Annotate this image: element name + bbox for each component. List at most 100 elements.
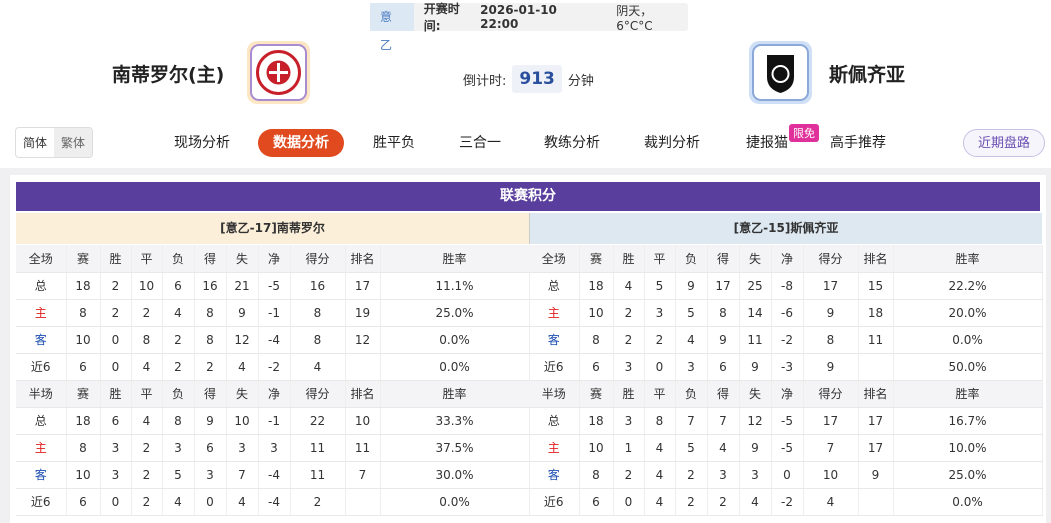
cell: 18 xyxy=(66,272,101,300)
cell: 2 xyxy=(131,299,163,327)
cell: 10 xyxy=(66,461,101,489)
cell: 2 xyxy=(131,434,163,462)
cell: 主 xyxy=(16,434,67,462)
cell: 25.0% xyxy=(380,299,530,327)
cell: 8 xyxy=(66,434,101,462)
tab[interactable]: 高手推荐 xyxy=(830,135,886,151)
cell: 7 xyxy=(226,461,259,489)
cell: -4 xyxy=(258,326,291,354)
league[interactable]: 意乙 xyxy=(370,3,414,52)
cell: 4 xyxy=(162,299,195,327)
data-row: 总 18 4 5 9 17 25 -8 17 15 22.2% xyxy=(529,272,1043,300)
cell: 10 xyxy=(803,461,859,489)
cell: 8 xyxy=(803,326,859,354)
countdown-label: 倒计时: xyxy=(463,73,507,89)
cell: 6 xyxy=(707,353,740,381)
cell: 4 xyxy=(226,353,259,381)
cell: 客 xyxy=(16,461,67,489)
cell: -1 xyxy=(258,299,291,327)
header-cell: 赛 xyxy=(66,245,101,273)
data-row: 主 10 1 4 5 4 9 -5 7 17 10.0% xyxy=(529,434,1043,462)
header-cell: 得 xyxy=(194,245,227,273)
header-cell: 排名 xyxy=(345,245,381,273)
tab[interactable]: 捷报猫 xyxy=(746,135,788,151)
data-row: 客 10 0 8 2 8 12 -4 8 12 0.0% xyxy=(16,326,530,354)
cell: 16 xyxy=(194,272,227,300)
cell xyxy=(345,488,381,516)
cell: 9 xyxy=(803,299,859,327)
cell: 0.0% xyxy=(380,326,530,354)
cell: 1 xyxy=(613,434,645,462)
cell: 11 xyxy=(739,326,772,354)
header-cell: 平 xyxy=(644,245,676,273)
cell: 2 xyxy=(100,272,132,300)
language[interactable]: 简体 xyxy=(23,136,48,150)
data-row: 近6 6 3 0 3 6 9 -3 9 50.0% xyxy=(529,353,1043,381)
cell: 4 xyxy=(739,488,772,516)
header-cell: 负 xyxy=(675,380,708,408)
recent-odds-button[interactable]: 近期盘路 xyxy=(963,129,1045,157)
cell: 22 xyxy=(290,407,346,435)
cell: 客 xyxy=(529,461,580,489)
cell: 2 xyxy=(162,353,195,381)
cell: 18 xyxy=(858,299,894,327)
data-row: 主 10 2 3 5 8 14 -6 9 18 20.0% xyxy=(529,299,1043,327)
tab[interactable]: 数据分析 xyxy=(258,129,344,157)
cell: 10 xyxy=(579,434,614,462)
cell: 5 xyxy=(162,461,195,489)
cell: 14 xyxy=(739,299,772,327)
cell: -8 xyxy=(771,272,804,300)
tab[interactable]: 教练分析 xyxy=(544,135,600,151)
home-title: [意乙-17]南蒂罗尔 xyxy=(16,213,529,244)
away-logo xyxy=(749,41,812,104)
countdown: 倒计时: 913 分钟 xyxy=(463,65,594,93)
away-team[interactable]: 斯佩齐亚 xyxy=(829,64,906,86)
header-cell: 赛 xyxy=(579,380,614,408)
tab[interactable]: 胜平负 xyxy=(373,135,415,151)
cell: 8 xyxy=(579,461,614,489)
header-cell: 得分 xyxy=(803,380,859,408)
home-team[interactable]: 南蒂罗尔(主) xyxy=(112,64,225,86)
header-row: 全场赛胜平负得失净得分 排名 胜率 xyxy=(529,245,1043,273)
cell: 8 xyxy=(194,299,227,327)
header-cell: 失 xyxy=(739,245,772,273)
cell: 5 xyxy=(675,434,708,462)
cell: 18 xyxy=(66,407,101,435)
data-row: 客 8 2 2 4 9 11 -2 8 11 0.0% xyxy=(529,326,1043,354)
language[interactable]: 繁体 xyxy=(54,128,93,157)
header-cell: 负 xyxy=(675,245,708,273)
header-cell: 净 xyxy=(771,245,804,273)
cell: 0 xyxy=(100,353,132,381)
tab[interactable]: 三合一 xyxy=(459,135,501,151)
cell: 9 xyxy=(803,353,859,381)
cell: 2 xyxy=(162,326,195,354)
cell: 17 xyxy=(803,272,859,300)
cell: 总 xyxy=(529,407,580,435)
cell: 2 xyxy=(290,488,346,516)
header-cell: 失 xyxy=(226,245,259,273)
cell: -6 xyxy=(771,299,804,327)
cell: 0.0% xyxy=(380,353,530,381)
cell: 3 xyxy=(613,407,645,435)
header-cell: 胜率 xyxy=(380,245,530,273)
header-row: 半场赛胜平负得失净得分 排名 胜率 xyxy=(16,380,530,408)
cell: 17 xyxy=(858,434,894,462)
cell: 10 xyxy=(579,299,614,327)
tab[interactable]: 现场分析 xyxy=(174,135,230,151)
tab[interactable]: 裁判分析 xyxy=(644,135,700,151)
cell: 6 xyxy=(66,353,101,381)
cell: 10 xyxy=(131,272,163,300)
cell: 0 xyxy=(100,488,132,516)
cell: 3 xyxy=(644,299,676,327)
cell: 37.5% xyxy=(380,434,530,462)
header-cell: 胜 xyxy=(100,245,132,273)
cell: 主 xyxy=(16,299,67,327)
cell: 10 xyxy=(226,407,259,435)
header-cell: 负 xyxy=(162,380,195,408)
data-row: 主 8 2 2 4 8 9 -1 8 19 25.0% xyxy=(16,299,530,327)
cell: 总 xyxy=(16,407,67,435)
cell: 近6 xyxy=(529,488,580,516)
cell: -1 xyxy=(258,407,291,435)
header-cell: 失 xyxy=(739,380,772,408)
kickoff: 2026-01-10 22:00 xyxy=(480,3,557,31)
